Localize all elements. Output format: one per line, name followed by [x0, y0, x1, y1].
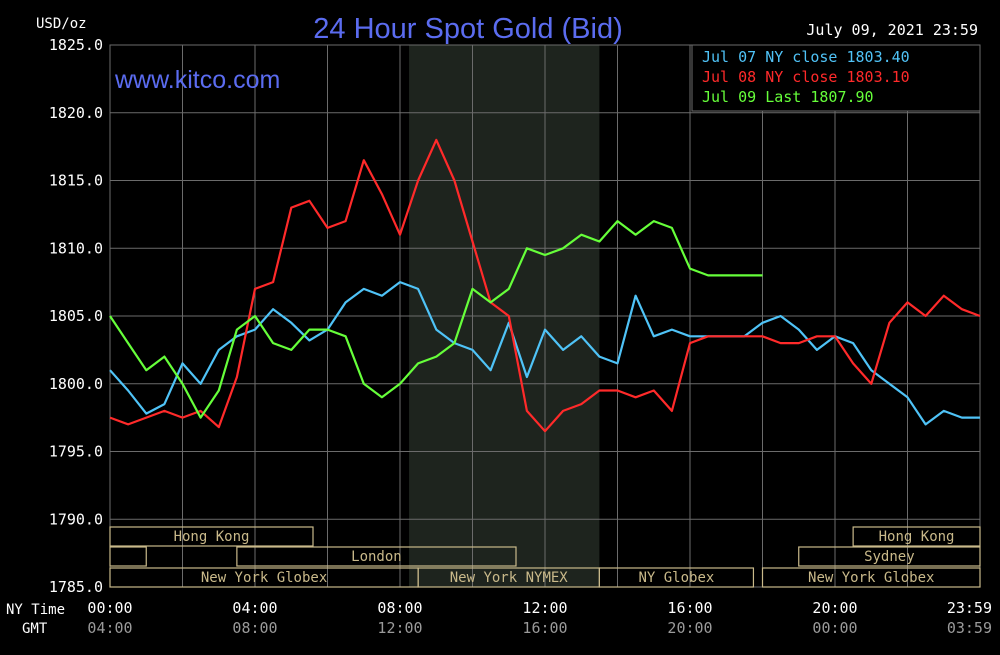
market-session	[109, 546, 147, 567]
market-session: London	[236, 546, 517, 567]
market-box	[852, 526, 981, 547]
series-line-jul08	[109, 138, 981, 433]
x-tick-label-ny: 00:00	[87, 599, 132, 617]
market-box	[109, 526, 314, 547]
x-tick-labels: 00:00 04:00 04:00 08:00 08:00 12:00 12:00 16:00…	[87, 599, 992, 637]
y-tick-labels: 1825.0 1820.0 1815.0 1810.0 1805.0 1800.0 1795…	[49, 36, 103, 596]
market-box	[798, 546, 981, 567]
market-label: New York Globex	[808, 570, 934, 586]
y-tick-label: 1825.0	[49, 36, 103, 54]
market-sessions: Hong Kong Hong Kong London Sydney New York G…	[109, 526, 981, 588]
y-tick-label: 1790.0	[49, 510, 103, 528]
market-session: Sydney	[798, 546, 981, 567]
market-label: New York Globex	[201, 570, 327, 586]
market-label: London	[351, 549, 402, 565]
market-box	[236, 546, 517, 567]
market-session: New York Globex	[761, 567, 981, 588]
legend-item-jul07: Jul 07 NY close 1803.40	[702, 48, 910, 66]
market-session: NY Globex	[598, 567, 755, 588]
unit-label: USD/oz	[36, 16, 87, 32]
x-tick-label-gmt: 16:00	[522, 619, 567, 637]
market-box	[109, 546, 147, 567]
legend-item-jul08: Jul 08 NY close 1803.10	[702, 68, 910, 86]
x-tick-label-ny: 20:00	[812, 599, 857, 617]
gmt-label: GMT	[22, 621, 48, 637]
y-tick-label: 1785.0	[49, 578, 103, 596]
chart-date: July 09, 2021 23:59	[806, 21, 978, 39]
series-layer	[109, 138, 981, 433]
y-tick-label: 1800.0	[49, 375, 103, 393]
x-tick-label-gmt: 00:00	[812, 619, 857, 637]
y-tick-label: 1815.0	[49, 172, 103, 190]
market-label: New York NYMEX	[450, 570, 569, 586]
ny-time-label: NY Time	[6, 602, 65, 618]
legend: Jul 07 NY close 1803.40 Jul 08 NY close …	[691, 44, 981, 112]
series-line-jul09	[109, 220, 763, 419]
market-session: Hong Kong	[109, 526, 314, 547]
market-label: Hong Kong	[879, 529, 955, 545]
x-tick-label-ny: 16:00	[667, 599, 712, 617]
market-label: NY Globex	[638, 570, 714, 586]
x-tick-label-gmt: 03:59	[947, 619, 992, 637]
x-tick-label-gmt: 08:00	[232, 619, 277, 637]
x-tick-label-ny: 08:00	[377, 599, 422, 617]
x-tick-label-ny: 12:00	[522, 599, 567, 617]
y-tick-label: 1805.0	[49, 307, 103, 325]
x-tick-label-ny: 23:59	[947, 599, 992, 617]
y-tick-label: 1810.0	[49, 239, 103, 257]
legend-item-jul09: Jul 09 Last 1807.90	[702, 88, 874, 106]
x-tick-label-gmt: 12:00	[377, 619, 422, 637]
x-tick-label-ny: 04:00	[232, 599, 277, 617]
market-box	[598, 567, 755, 588]
market-label: Sydney	[864, 549, 915, 565]
y-tick-label: 1820.0	[49, 104, 103, 122]
y-tick-label: 1795.0	[49, 443, 103, 461]
chart-title: 24 Hour Spot Gold (Bid)	[313, 13, 622, 45]
market-session: Hong Kong	[852, 526, 981, 547]
website-label: www.kitco.com	[114, 66, 280, 94]
market-label: Hong Kong	[174, 529, 250, 545]
market-box	[761, 567, 981, 588]
legend-box	[691, 44, 981, 112]
x-tick-label-gmt: 04:00	[87, 619, 132, 637]
x-tick-label-gmt: 20:00	[667, 619, 712, 637]
